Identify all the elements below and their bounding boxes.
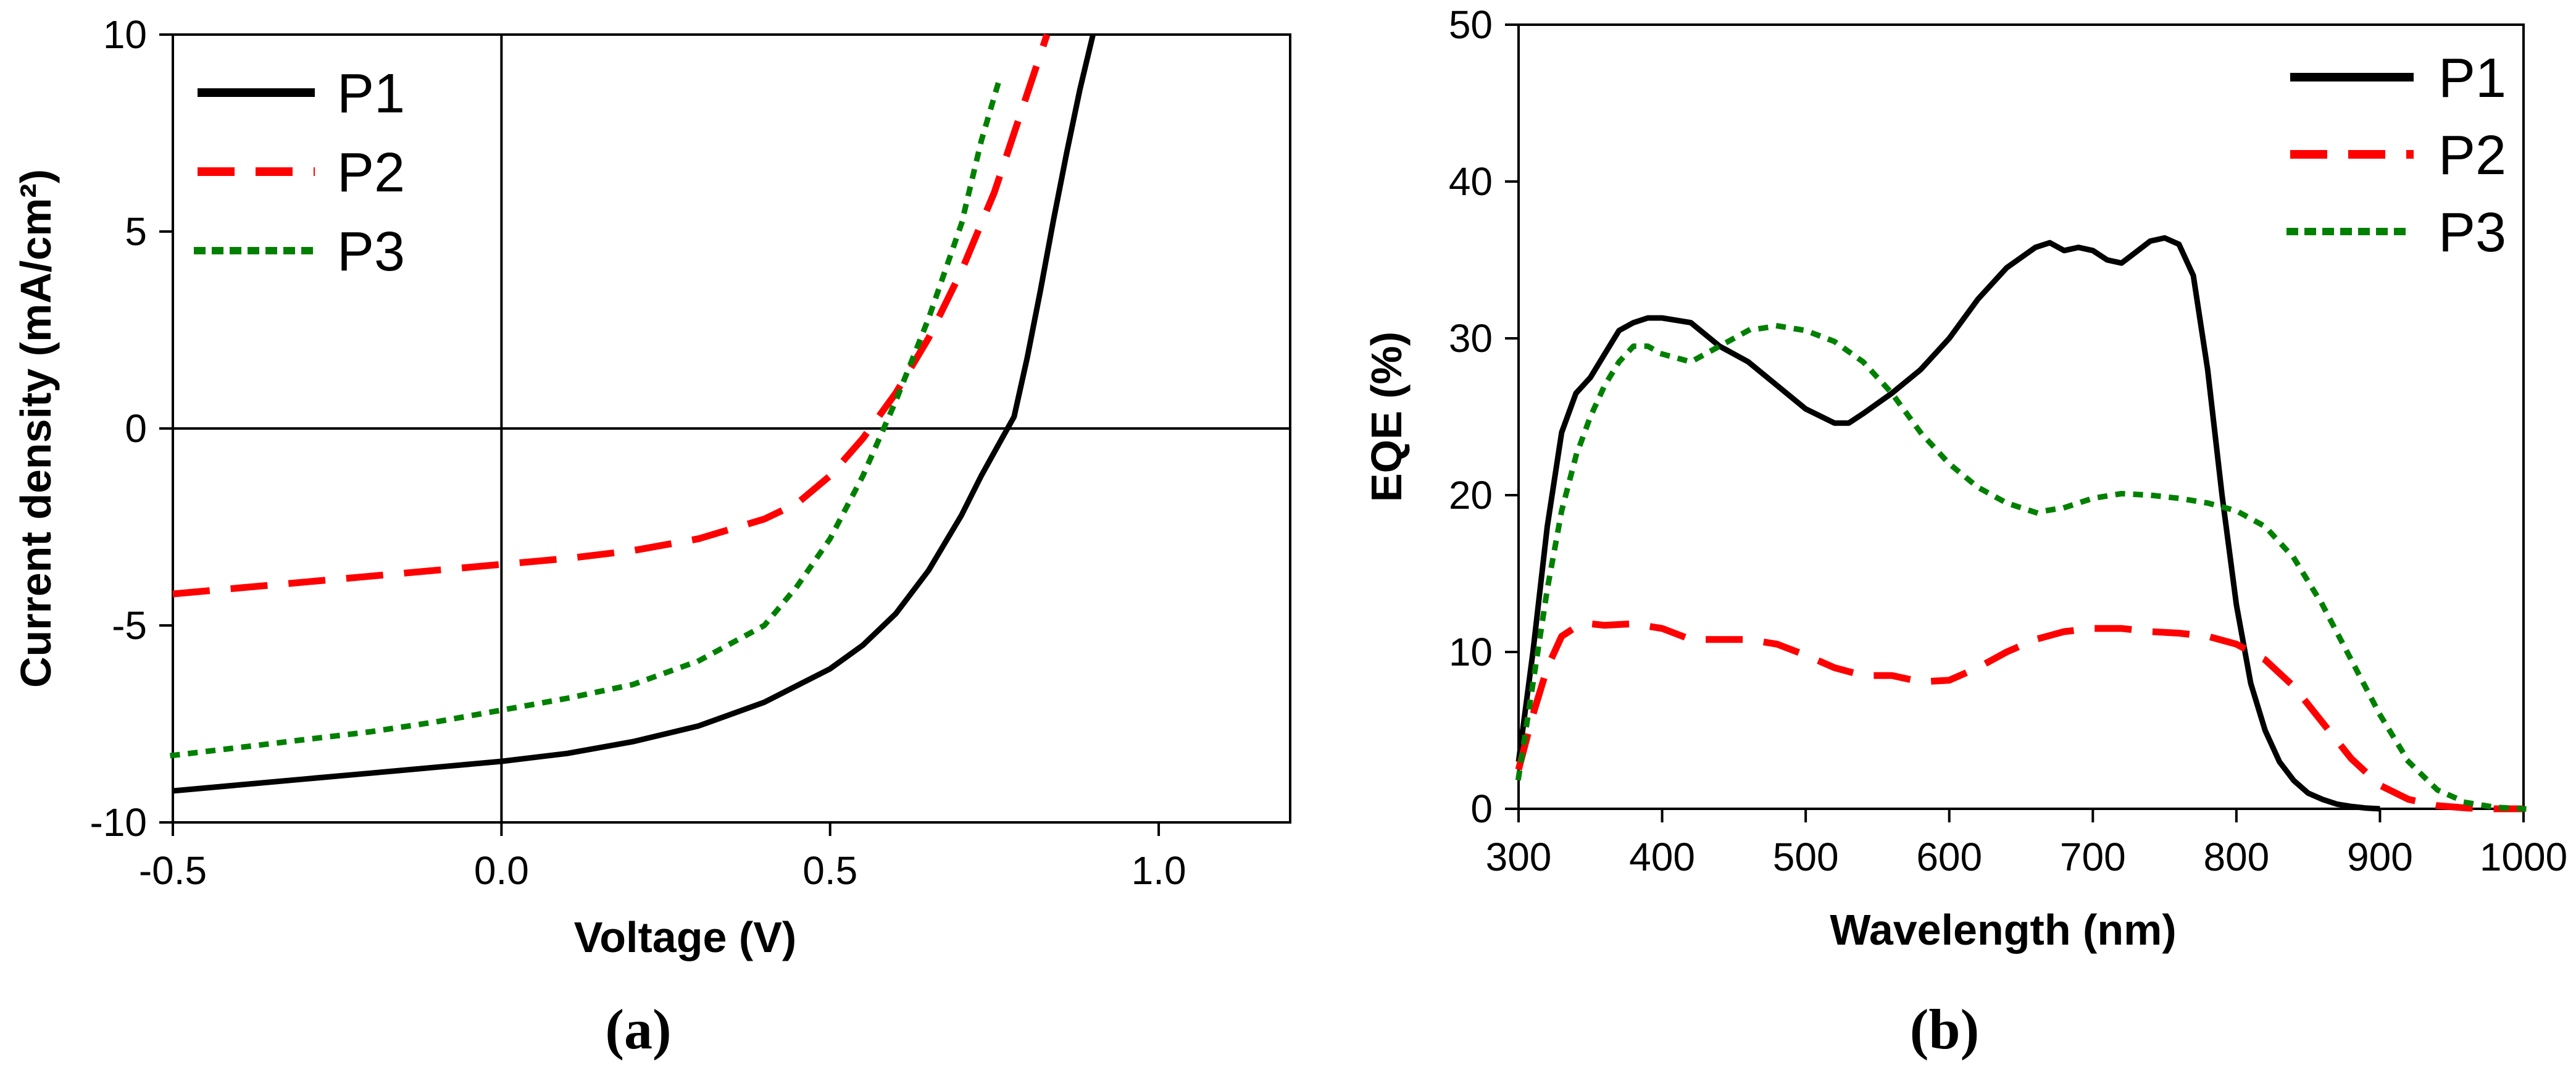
panel-a-x-axis-label: Voltage (V) [574,913,796,961]
panel-b-x-tick-label: 800 [2203,835,2269,879]
panel-b-x-tick-label: 1000 [2480,835,2567,879]
panel-a-x-tick-label: 0.0 [474,848,529,893]
panel-b-x-tick-label: 600 [1916,835,1982,879]
panel-a-y-ticks: -10 -5 0 5 10 [90,12,173,845]
panel-b-legend: P1 P2 P3 [2286,48,2506,264]
panel-b-series-p1-line [1515,235,2380,812]
panel-b-x-ticks: 300 400 500 600 700 800 900 1000 [1486,809,2567,879]
panel-a-x-tick-label: 0.5 [802,848,857,893]
panel-a-legend: P1 P2 P3 [194,63,405,283]
panel-b-y-ticks: 0 10 20 30 40 50 [1449,2,1519,831]
panel-b-y-tick-label: 0 [1470,787,1493,831]
panel-b-legend-label-p1: P1 [2438,48,2506,109]
panel-b-x-tick-label: 500 [1773,835,1839,879]
panel-b-x-tick-label: 400 [1629,835,1695,879]
panel-b-x-axis-label: Wavelength (nm) [1830,906,2176,954]
panel-a-y-tick-label: -10 [90,800,148,845]
panel-b-eqe-chart: 300 400 500 600 700 800 900 1000 0 10 20 30 40 50 P1… [1362,2,2567,1061]
panel-b-y-tick-label: 30 [1449,316,1493,361]
panel-a-caption: (a) [605,998,671,1061]
panel-b-caption: (b) [1910,998,1979,1061]
panel-b-legend-label-p2: P2 [2438,125,2506,186]
panel-b-y-tick-label: 40 [1449,159,1493,204]
panel-b-y-axis-label: EQE (%) [1362,332,1411,502]
panel-a-y-tick-label: 10 [103,12,147,57]
panel-a-legend-label-p2: P2 [337,142,405,204]
panel-b-y-tick-label: 10 [1449,630,1493,674]
panel-b-x-tick-label: 700 [2060,835,2126,879]
panel-a-gridlines [173,35,1290,822]
panel-a-y-tick-label: 0 [125,406,147,451]
panel-b-series [1515,235,2527,813]
panel-a-series-p1-line [172,33,1096,794]
panel-b-y-tick-label: 50 [1449,2,1493,47]
panel-b-series-p3-line [1515,323,2527,812]
panel-a-legend-label-p1: P1 [337,63,405,125]
panel-a-x-ticks: -0.5 0.0 0.5 1.0 [139,822,1186,893]
panel-b-x-tick-label: 300 [1486,835,1552,879]
panel-a-series-p2-line [172,33,1051,598]
panel-b-y-tick-label: 20 [1449,473,1493,517]
panel-b-legend-label-p3: P3 [2438,202,2506,264]
panel-a-legend-label-p3: P3 [337,221,405,283]
panel-a-y-axis-label: Current density (mA/cm²) [12,169,60,688]
panel-b-x-tick-label: 900 [2347,835,2413,879]
panel-a-x-tick-label: -0.5 [139,848,207,893]
panel-a-series-p3-line [169,70,1005,759]
panel-a-jv-chart: -0.5 0.0 0.5 1.0 -10 -5 0 5 10 P1 P2 P3 Voltage (… [12,12,1291,1061]
panel-b-plot-frame [1517,23,2525,810]
panel-a-y-tick-label: -5 [112,603,147,648]
panel-a-x-tick-label: 1.0 [1132,848,1186,893]
panel-a-series [169,33,1096,794]
panel-b-series-p2-line [1515,620,2524,813]
panel-a-y-tick-label: 5 [125,209,147,254]
